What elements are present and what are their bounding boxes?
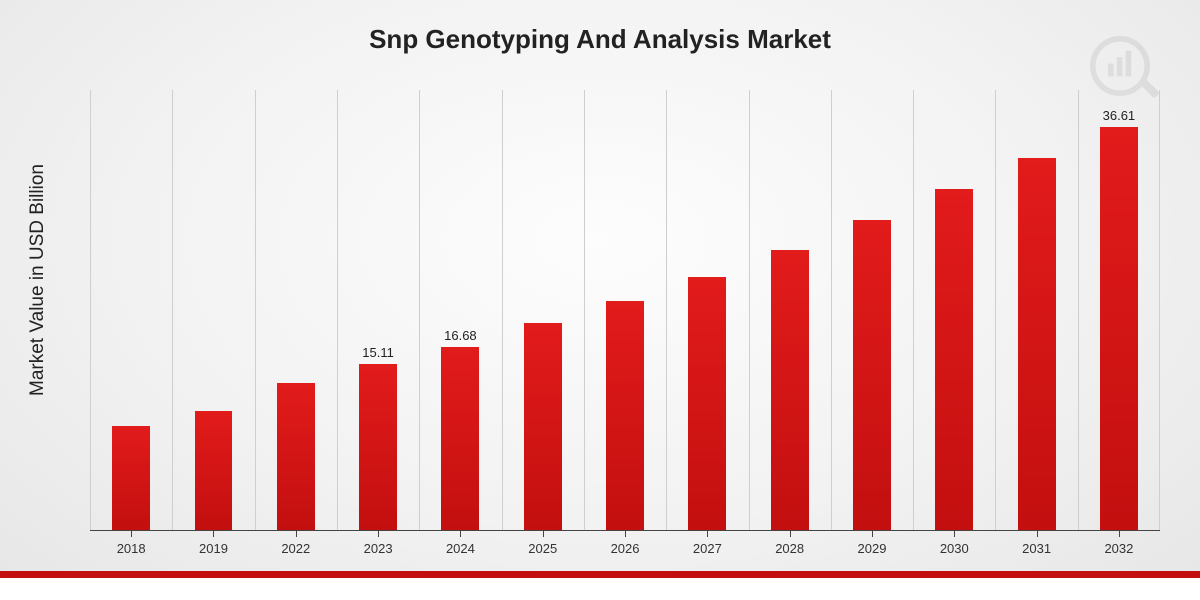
bar	[441, 347, 479, 530]
x-tick-label: 2019	[172, 531, 254, 558]
bar-slot: 18.8	[502, 90, 584, 530]
bar	[1100, 127, 1138, 530]
grid-line	[1159, 90, 1160, 530]
bar	[524, 323, 562, 530]
x-tick-label: 2026	[584, 531, 666, 558]
bar-slot: 33.8	[995, 90, 1077, 530]
bar	[771, 250, 809, 531]
x-tick-label: 2025	[502, 531, 584, 558]
grid-line	[584, 90, 585, 530]
bar	[112, 426, 150, 531]
x-tick-label: 2023	[337, 531, 419, 558]
bar	[935, 189, 973, 530]
x-axis: 2018201920222023202420252026202720282029…	[90, 530, 1160, 558]
x-tick-label: 2028	[749, 531, 831, 558]
bar-slot: 9.5	[90, 90, 172, 530]
plot-area: 9.510.813.415.1116.6818.820.82325.528.23…	[90, 90, 1160, 530]
x-tick-label: 2029	[831, 531, 913, 558]
chart-title: Snp Genotyping And Analysis Market	[0, 24, 1200, 55]
grid-line	[831, 90, 832, 530]
x-tick-label: 2032	[1078, 531, 1160, 558]
x-tick-label: 2027	[666, 531, 748, 558]
bar-slot: 16.68	[419, 90, 501, 530]
y-axis-label: Market Value in USD Billion	[27, 164, 49, 396]
bar	[688, 277, 726, 530]
x-tick-label: 2024	[419, 531, 501, 558]
y-axis-label-container: Market Value in USD Billion	[18, 0, 58, 560]
grid-line	[749, 90, 750, 530]
bar-slot: 10.8	[172, 90, 254, 530]
bar-slot: 13.4	[255, 90, 337, 530]
bar-slot: 25.5	[749, 90, 831, 530]
bars-container: 9.510.813.415.1116.6818.820.82325.528.23…	[90, 90, 1160, 530]
bar-slot: 36.61	[1078, 90, 1160, 530]
chart-page: Snp Genotyping And Analysis Market Marke…	[0, 0, 1200, 600]
grid-line	[337, 90, 338, 530]
bar	[277, 383, 315, 530]
grid-line	[913, 90, 914, 530]
x-tick-label: 2031	[995, 531, 1077, 558]
grid-line	[995, 90, 996, 530]
footer-band	[0, 578, 1200, 600]
bar	[606, 301, 644, 530]
footer-stripe	[0, 571, 1200, 578]
grid-line	[502, 90, 503, 530]
x-tick-label: 2030	[913, 531, 995, 558]
bar-value-label: 36.61	[1103, 108, 1136, 123]
grid-line	[255, 90, 256, 530]
bar-value-label: 15.11	[362, 345, 394, 360]
grid-line	[419, 90, 420, 530]
grid-line	[666, 90, 667, 530]
bar-slot: 23	[666, 90, 748, 530]
grid-line	[172, 90, 173, 530]
x-tick-label: 2018	[90, 531, 172, 558]
bar	[359, 364, 397, 530]
bar-slot: 28.2	[831, 90, 913, 530]
bar	[195, 411, 233, 530]
grid-line	[90, 90, 91, 530]
bar	[1018, 158, 1056, 530]
grid-line	[1078, 90, 1079, 530]
bar-slot: 31	[913, 90, 995, 530]
bar	[853, 220, 891, 530]
x-tick-label: 2022	[255, 531, 337, 558]
bar-slot: 15.11	[337, 90, 419, 530]
bar-slot: 20.8	[584, 90, 666, 530]
bar-value-label: 16.68	[444, 328, 477, 343]
